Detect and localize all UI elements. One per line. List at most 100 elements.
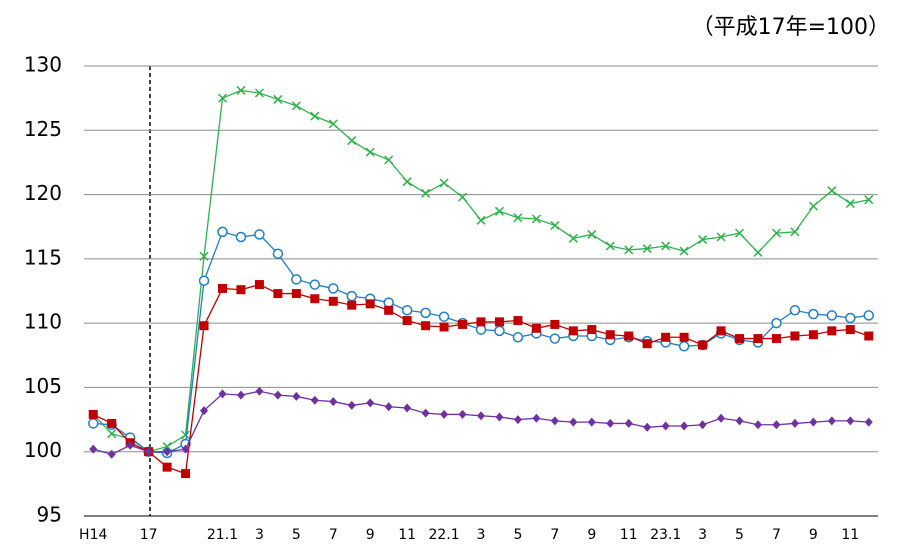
marker — [587, 417, 596, 427]
marker — [679, 332, 689, 342]
marker — [401, 305, 413, 316]
x-tick-label: 22.1 — [428, 527, 459, 543]
marker — [254, 229, 265, 240]
marker — [698, 235, 708, 245]
marker — [772, 420, 781, 430]
marker — [366, 398, 375, 408]
marker — [494, 325, 505, 337]
marker — [863, 310, 875, 321]
marker — [716, 326, 726, 336]
marker — [291, 289, 301, 299]
marker — [181, 430, 191, 440]
marker — [198, 275, 210, 286]
y-tick-label: 120 — [24, 181, 62, 205]
y-tick-label: 115 — [24, 245, 62, 269]
marker — [846, 416, 855, 426]
marker — [678, 341, 690, 352]
marker — [808, 201, 818, 211]
marker — [328, 296, 338, 306]
marker — [310, 395, 319, 405]
marker — [494, 206, 504, 216]
marker — [236, 285, 246, 295]
marker — [291, 101, 301, 111]
marker — [162, 462, 172, 472]
marker — [217, 283, 227, 293]
marker — [89, 444, 98, 454]
marker — [808, 308, 819, 320]
x-tick-label: 7 — [550, 527, 559, 543]
marker — [477, 411, 485, 421]
marker — [624, 331, 634, 341]
marker — [845, 199, 855, 209]
marker — [217, 93, 228, 103]
marker — [309, 279, 321, 290]
marker — [661, 421, 670, 431]
marker — [291, 274, 302, 285]
annotation: （平成17年=100） — [692, 15, 890, 40]
series — [89, 386, 873, 459]
marker — [292, 391, 301, 401]
marker — [236, 85, 246, 95]
marker — [494, 317, 504, 327]
series-line — [92, 89, 869, 453]
marker — [680, 421, 689, 431]
marker — [549, 333, 561, 344]
marker — [864, 331, 874, 341]
marker — [587, 325, 597, 335]
series — [88, 280, 874, 479]
marker — [698, 420, 707, 430]
marker — [550, 319, 560, 329]
marker — [512, 332, 524, 343]
marker — [495, 412, 504, 422]
marker — [181, 469, 191, 479]
x-tick-label: 17 — [140, 527, 158, 543]
marker — [550, 416, 559, 426]
x-tick-label: 11 — [620, 527, 638, 543]
marker — [199, 251, 209, 261]
marker — [845, 325, 855, 335]
marker — [458, 319, 468, 329]
marker — [698, 340, 708, 350]
y-tick-label: 95 — [37, 503, 62, 527]
series-line — [93, 390, 869, 455]
marker — [827, 186, 837, 196]
marker — [272, 248, 284, 259]
marker — [347, 136, 357, 146]
marker — [458, 192, 468, 202]
marker — [624, 418, 633, 428]
x-tick-label: H14 — [79, 527, 107, 543]
marker — [476, 215, 486, 225]
marker — [569, 417, 578, 427]
marker — [107, 429, 117, 439]
marker — [402, 177, 412, 187]
marker — [826, 310, 838, 321]
marker — [458, 409, 467, 419]
marker — [346, 290, 357, 302]
marker — [310, 294, 320, 304]
marker — [771, 334, 781, 344]
marker — [126, 440, 135, 450]
marker — [421, 408, 430, 418]
marker — [531, 323, 541, 333]
y-tick-label: 110 — [24, 310, 62, 334]
marker — [199, 321, 209, 331]
y-tick-label: 130 — [24, 53, 62, 77]
marker — [440, 409, 449, 419]
marker — [790, 331, 800, 341]
marker — [734, 228, 745, 238]
marker — [217, 226, 228, 238]
x-tick-label: 11 — [398, 527, 416, 543]
marker — [218, 389, 227, 399]
marker — [403, 403, 412, 413]
marker — [365, 147, 375, 157]
x-tick-label: 7 — [329, 527, 338, 543]
marker — [273, 390, 282, 400]
x-tick-label: 9 — [366, 527, 375, 543]
x-tick-label: 5 — [292, 527, 301, 543]
marker — [439, 322, 449, 332]
marker — [864, 417, 873, 427]
marker — [809, 417, 818, 427]
marker — [254, 88, 264, 98]
marker — [421, 188, 431, 198]
